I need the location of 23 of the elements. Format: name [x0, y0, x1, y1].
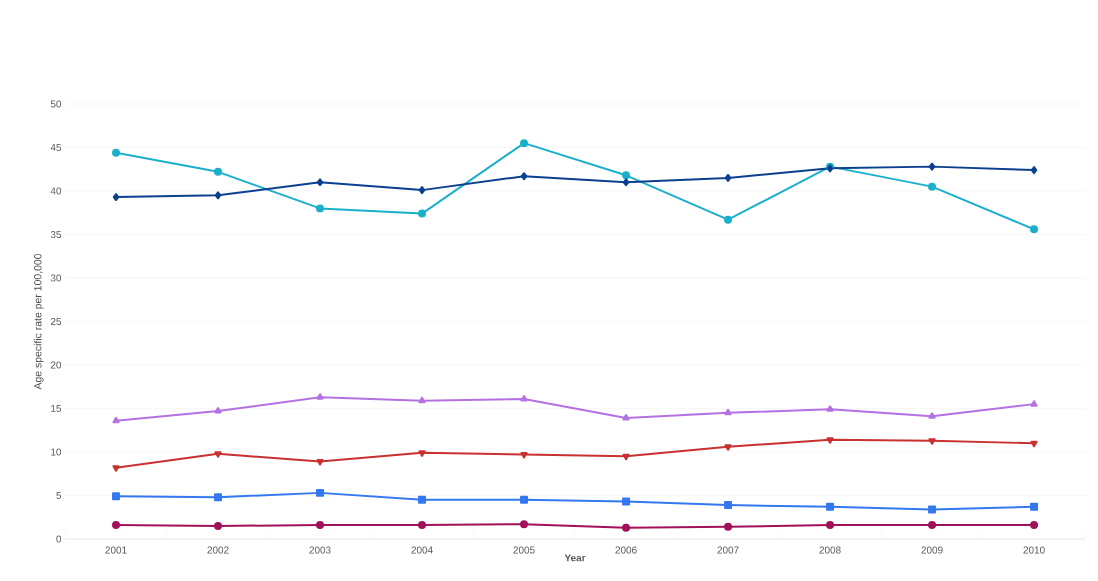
- x-tick-label: 2002: [207, 546, 229, 554]
- y-tick-label: 25: [50, 317, 62, 326]
- y-tick-label: 30: [50, 274, 62, 282]
- y-tick-label: 35: [50, 230, 62, 239]
- x-tick-label: 2004: [411, 546, 433, 554]
- x-tick-label: 2010: [1023, 546, 1045, 554]
- y-tick-label: 10: [51, 448, 62, 456]
- y-tick-label: 20: [50, 361, 62, 369]
- x-tick-label: 2003: [309, 546, 331, 554]
- y-tick-label: 40: [50, 187, 62, 195]
- x-tick-label: 2001: [105, 546, 127, 554]
- x-tick-label: 2009: [921, 546, 943, 554]
- x-tick-label: 2006: [615, 546, 637, 554]
- x-tick-label: 2005: [513, 546, 535, 554]
- x-tick-label: 2007: [717, 546, 739, 554]
- y-axis-title: Age specific rate per 100,000: [33, 253, 44, 390]
- x-axis-title: Year: [564, 554, 586, 562]
- y-tick-label: 0: [56, 535, 62, 543]
- y-tick-label: 5: [56, 492, 62, 499]
- y-tick-label: 15: [51, 405, 62, 412]
- y-tick-label: 45: [50, 144, 62, 151]
- x-tick-label: 2008: [819, 546, 841, 554]
- y-tick-label: 50: [50, 100, 62, 108]
